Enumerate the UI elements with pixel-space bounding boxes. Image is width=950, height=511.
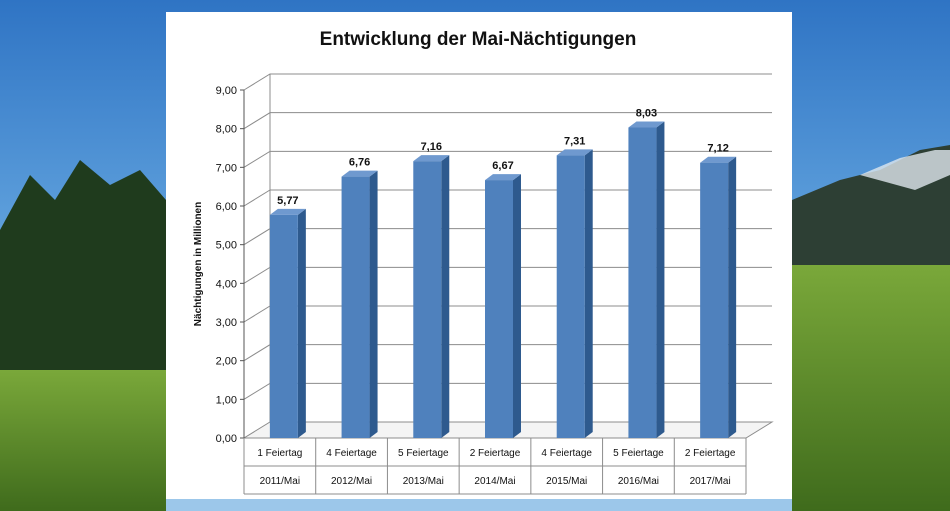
y-axis-label: Nächtigungen in Millionen bbox=[193, 202, 204, 326]
category-label-holidays: 2 Feiertage bbox=[685, 448, 736, 459]
y-tick-label: 2,00 bbox=[216, 356, 237, 368]
bar-top bbox=[556, 149, 593, 156]
data-label: 7,31 bbox=[564, 135, 585, 147]
category-label-holidays: 1 Feiertag bbox=[257, 448, 302, 459]
bar-top bbox=[628, 121, 665, 128]
bar-chart: Entwicklung der Mai-Nächtigungen 0,00 1,0… bbox=[193, 29, 774, 495]
category-label-period: 2017/Mai bbox=[690, 476, 731, 487]
y-tick-label: 7,00 bbox=[216, 162, 237, 174]
bar-side bbox=[441, 155, 450, 438]
category-label-holidays: 4 Feiertage bbox=[541, 448, 592, 459]
bar[interactable] bbox=[556, 155, 585, 438]
category-label-holidays: 5 Feiertage bbox=[613, 448, 664, 459]
y-tick-label: 0,00 bbox=[216, 433, 237, 445]
gridline bbox=[243, 189, 772, 207]
category-label-period: 2015/Mai bbox=[546, 476, 587, 487]
data-label: 5,77 bbox=[277, 195, 298, 207]
y-tick-label: 5,00 bbox=[216, 240, 237, 252]
bar-top bbox=[700, 156, 737, 163]
y-tick-label: 9,00 bbox=[216, 85, 237, 97]
category-label-holidays: 4 Feiertage bbox=[326, 448, 377, 459]
data-label: 6,67 bbox=[492, 160, 513, 172]
data-label: 6,76 bbox=[349, 157, 370, 169]
bar-side bbox=[728, 156, 737, 438]
chart-title: Entwicklung der Mai-Nächtigungen bbox=[320, 29, 637, 50]
data-label: 7,12 bbox=[707, 143, 728, 155]
chart-panel: Entwicklung der Mai-Nächtigungen 0,00 1,0… bbox=[166, 12, 792, 499]
bar[interactable] bbox=[341, 176, 370, 438]
y-tick-label: 6,00 bbox=[216, 201, 237, 213]
bar-top bbox=[269, 208, 306, 215]
category-label-period: 2012/Mai bbox=[331, 476, 372, 487]
bar[interactable] bbox=[485, 180, 513, 439]
gridline bbox=[243, 150, 772, 168]
category-label-holidays: 2 Feiertage bbox=[470, 448, 521, 459]
bar-side bbox=[656, 121, 665, 439]
category-label-holidays: 5 Feiertage bbox=[398, 448, 449, 459]
bar[interactable] bbox=[700, 162, 729, 438]
y-tick-label: 3,00 bbox=[216, 317, 237, 329]
bar[interactable] bbox=[413, 161, 442, 438]
gridline bbox=[243, 112, 772, 130]
bar[interactable] bbox=[269, 214, 298, 438]
category-label-period: 2016/Mai bbox=[618, 476, 659, 487]
bar[interactable] bbox=[628, 127, 657, 439]
bar-side bbox=[369, 170, 378, 438]
bar-top bbox=[341, 170, 378, 177]
category-label-period: 2013/Mai bbox=[403, 476, 444, 487]
y-tick-label: 4,00 bbox=[216, 278, 237, 290]
category-label-period: 2011/Mai bbox=[260, 476, 300, 487]
category-label-period: 2014/Mai bbox=[474, 476, 515, 487]
y-tick-label: 1,00 bbox=[216, 394, 237, 406]
bar-side bbox=[297, 208, 306, 438]
gridline bbox=[243, 73, 772, 91]
bar-top bbox=[485, 174, 521, 181]
bar-top bbox=[413, 155, 450, 162]
y-tick-label: 8,00 bbox=[216, 124, 237, 136]
data-label: 8,03 bbox=[636, 108, 657, 120]
bar-side bbox=[584, 149, 593, 438]
data-label: 7,16 bbox=[421, 141, 442, 153]
bar-side bbox=[513, 174, 521, 439]
